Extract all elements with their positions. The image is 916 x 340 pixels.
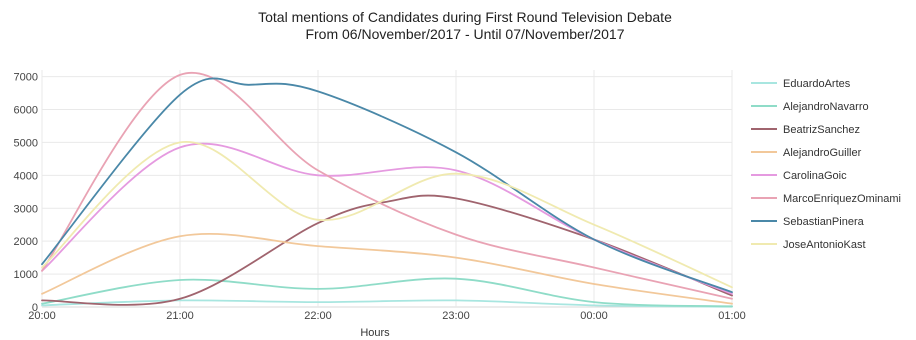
legend-item-AlejandroNavarro[interactable]: AlejandroNavarro: [751, 101, 869, 113]
legend-item-JoseAntonioKast[interactable]: JoseAntonioKast: [751, 239, 866, 251]
series-line-CarolinaGoic: [41, 142, 733, 295]
series-line-AlejandroGuiller: [41, 233, 733, 305]
y-tick-label: 3000: [14, 203, 38, 215]
series-line-JoseAntonioKast: [41, 141, 733, 289]
series-lines: [41, 71, 733, 308]
x-axis: 20:00 21:00 22:00 23:00 00:00 01:00: [28, 310, 746, 322]
y-tick-label: 2000: [14, 236, 38, 248]
legend-label: EduardoArtes: [783, 78, 851, 90]
x-tick-label: 20:00: [28, 310, 56, 322]
series-line-AlejandroNavarro: [41, 277, 733, 308]
legend-item-AlejandroGuiller[interactable]: AlejandroGuiller: [751, 147, 862, 159]
legend-item-BeatrizSanchez[interactable]: BeatrizSanchez: [751, 124, 860, 136]
legend-item-EduardoArtes[interactable]: EduardoArtes: [751, 78, 851, 90]
x-tick-label: 23:00: [442, 310, 470, 322]
legend[interactable]: EduardoArtes AlejandroNavarro BeatrizSanch…: [751, 78, 901, 251]
y-tick-label: 4000: [14, 170, 38, 182]
gridlines: [41, 70, 733, 308]
legend-label: AlejandroGuiller: [783, 147, 862, 159]
y-tick-label: 7000: [14, 72, 38, 84]
y-tick-label: 0: [32, 302, 38, 314]
y-tick-label: 1000: [14, 269, 38, 281]
legend-label: JoseAntonioKast: [783, 239, 866, 251]
legend-label: BeatrizSanchez: [783, 124, 860, 136]
x-tick-label: 22:00: [304, 310, 332, 322]
legend-label: AlejandroNavarro: [783, 101, 869, 113]
x-tick-label: 01:00: [718, 310, 746, 322]
legend-label: SebastianPinera: [783, 216, 865, 228]
y-axis: 0 1000 2000 3000 4000 5000 6000 7000: [14, 72, 38, 314]
legend-item-CarolinaGoic[interactable]: CarolinaGoic: [751, 170, 847, 182]
series-line-EduardoArtes: [41, 299, 733, 308]
chart-subtitle: From 06/November/2017 - Until 07/Novembe…: [305, 26, 624, 42]
y-tick-label: 5000: [14, 137, 38, 149]
y-tick-label: 6000: [14, 105, 38, 117]
legend-label: MarcoEnriquezOminami: [783, 193, 901, 205]
chart-title: Total mentions of Candidates during Firs…: [258, 9, 672, 25]
legend-item-MarcoEnriquezOminami[interactable]: MarcoEnriquezOminami: [751, 193, 901, 205]
x-tick-label: 21:00: [166, 310, 194, 322]
x-tick-label: 00:00: [580, 310, 608, 322]
legend-label: CarolinaGoic: [783, 170, 847, 182]
series-line-SebastianPinera: [41, 77, 733, 294]
series-line-MarcoEnriquezOminami: [41, 71, 733, 300]
x-axis-label: Hours: [360, 327, 390, 339]
legend-item-SebastianPinera[interactable]: SebastianPinera: [751, 216, 865, 228]
